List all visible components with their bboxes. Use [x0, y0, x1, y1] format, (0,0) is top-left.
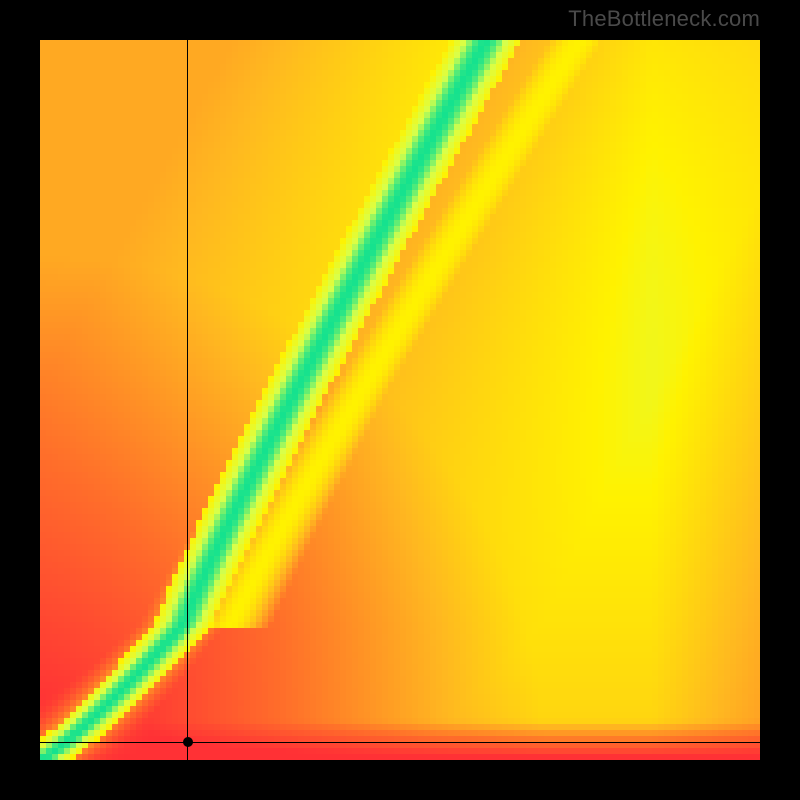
- crosshair-horizontal: [40, 742, 760, 743]
- heatmap-canvas: [40, 40, 760, 760]
- watermark-text: TheBottleneck.com: [568, 6, 760, 32]
- chart-frame: TheBottleneck.com: [0, 0, 800, 800]
- crosshair-vertical: [187, 40, 188, 760]
- crosshair-point: [183, 737, 193, 747]
- plot-area: [40, 40, 760, 760]
